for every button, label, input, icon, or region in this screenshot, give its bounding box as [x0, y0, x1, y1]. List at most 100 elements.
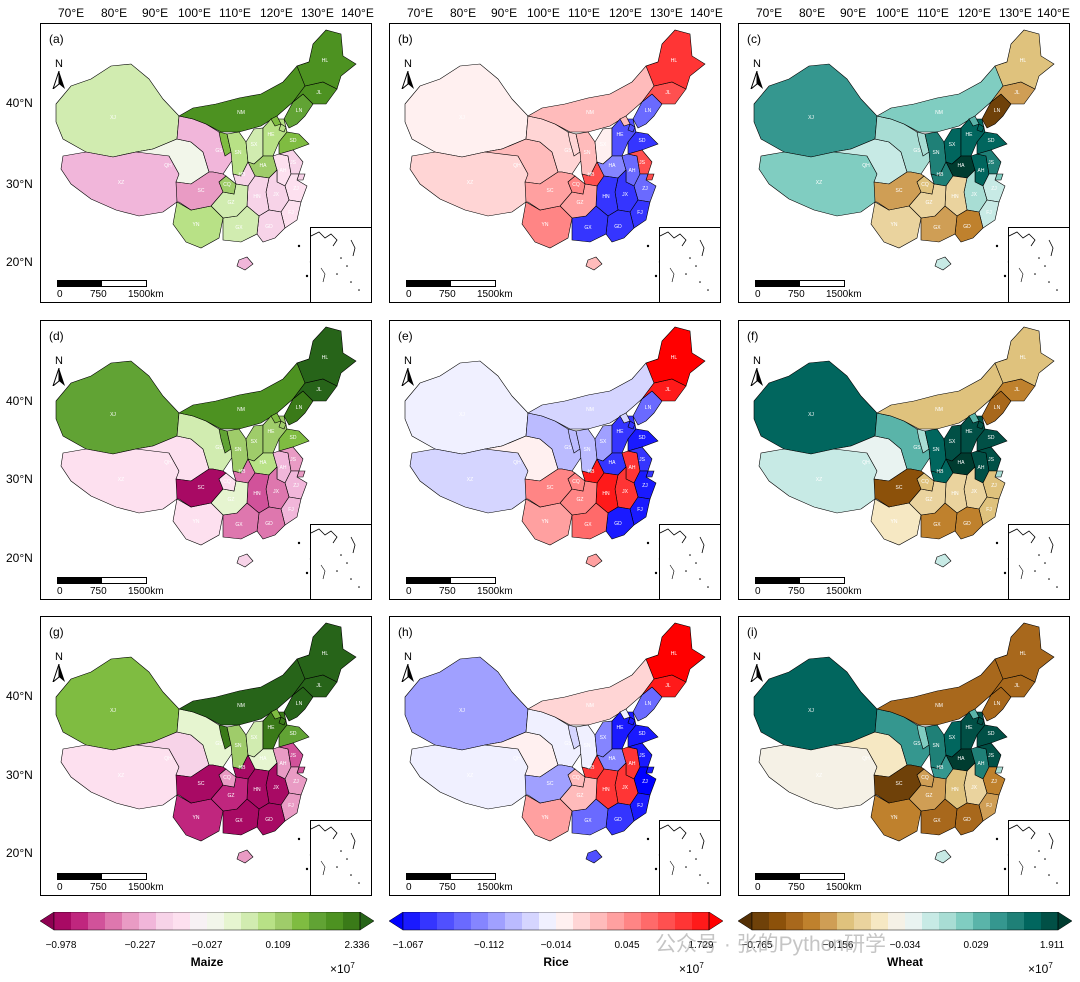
- province-xj: [753, 63, 878, 158]
- province-label: YN: [193, 519, 200, 525]
- province-label: JS: [988, 457, 995, 463]
- province-gd: [605, 802, 635, 836]
- province-hl: [296, 622, 357, 683]
- province-label: HL: [671, 58, 678, 64]
- colorbar-tick: −0.014: [540, 940, 572, 951]
- province-label: HB: [937, 469, 945, 475]
- province-label: XJ: [459, 412, 465, 418]
- lon-tick: 80°E: [799, 6, 826, 20]
- province-label: HA: [260, 460, 268, 466]
- province-label: JS: [639, 457, 646, 463]
- province-label: HL: [322, 355, 329, 361]
- south-china-sea-inset: [659, 227, 720, 302]
- province-label: SD: [639, 138, 646, 144]
- province-label: SD: [290, 138, 297, 144]
- province-label: SX: [251, 142, 258, 148]
- scale-bar: [406, 577, 496, 584]
- scale-bar-label: 0: [57, 289, 63, 300]
- colorbar-frame: [53, 912, 361, 931]
- panel-label: (i): [747, 625, 758, 639]
- province-label: HN: [602, 491, 610, 497]
- colorbar-swatch: [939, 912, 957, 930]
- province-label: HE: [268, 429, 276, 435]
- province-label: HB: [239, 469, 247, 475]
- province-cq: [218, 175, 237, 195]
- province-label: SX: [600, 735, 607, 741]
- colorbar-swatch: [973, 912, 991, 930]
- lon-tick: 110°E: [568, 6, 600, 20]
- colorbar-tick: −0.227: [124, 940, 156, 951]
- province-label: SC: [547, 188, 554, 194]
- province-label: GD: [265, 817, 273, 823]
- province-label: SC: [198, 781, 205, 787]
- province-label: CQ: [572, 775, 580, 781]
- province-label: SN: [933, 150, 940, 156]
- north-arrow-icon: N: [400, 58, 416, 89]
- map-panel-h: XJ XZ QH GS NM SN SX HE SD LN JL HL HA HB AH JS ZJ JX FJ HN…: [389, 616, 721, 896]
- north-arrow-icon: N: [749, 651, 765, 682]
- province-label: GX: [584, 225, 592, 231]
- island-dot: [1003, 867, 1007, 871]
- colorbar-tick: 1.911: [1039, 940, 1065, 951]
- province-label: NM: [237, 703, 245, 709]
- province-label: SC: [547, 781, 554, 787]
- province-gd: [954, 802, 984, 836]
- province-nx: [218, 428, 232, 454]
- province-hi: [585, 256, 603, 271]
- province-label: JL: [316, 90, 322, 96]
- province-label: LN: [296, 405, 303, 411]
- province-label: JL: [665, 683, 671, 689]
- province-label: HB: [239, 172, 247, 178]
- watermark: 公众号 · 张的Python研学: [655, 933, 887, 956]
- province-hi: [934, 849, 952, 864]
- province-label: GX: [235, 522, 243, 528]
- colorbar-swatch: [607, 912, 625, 930]
- province-label: HB: [588, 469, 596, 475]
- lon-tick: 100°E: [527, 6, 560, 20]
- colorbar-swatch: [641, 912, 659, 930]
- province-label: GS: [564, 741, 572, 747]
- scale-bar-label: 750: [788, 882, 805, 893]
- province-label: QH: [513, 460, 521, 466]
- province-label: JX: [273, 489, 280, 495]
- panel-label: (d): [49, 329, 64, 343]
- province-label: SD: [639, 731, 646, 737]
- province-label: HA: [260, 756, 268, 762]
- scale-bar-label: 0: [57, 882, 63, 893]
- scale-bar-label: 1500km: [826, 882, 862, 893]
- island-dot: [305, 867, 309, 871]
- province-label: GX: [933, 225, 941, 231]
- colorbar-rice: [389, 912, 723, 932]
- scale-bar-label: 1500km: [128, 289, 164, 300]
- colorbar-swatch: [139, 912, 157, 930]
- province-gd: [954, 209, 984, 243]
- province-label: SN: [584, 447, 591, 453]
- province-gd: [605, 209, 635, 243]
- province-hl: [296, 29, 357, 90]
- colorbar-swatch: [1024, 912, 1042, 930]
- province-label: ZJ: [642, 483, 648, 489]
- province-label: QH: [164, 460, 172, 466]
- province-label: JS: [639, 160, 646, 166]
- province-label: GX: [235, 818, 243, 824]
- province-cq: [916, 175, 935, 195]
- province-nx: [567, 724, 581, 750]
- province-label: ZJ: [293, 186, 299, 192]
- province-label: SC: [896, 188, 903, 194]
- island-dot: [297, 244, 301, 248]
- scale-bar-label: 1500km: [128, 882, 164, 893]
- province-label: SD: [290, 435, 297, 441]
- island-dot: [297, 837, 301, 841]
- colorbar-extend-high: [1057, 912, 1072, 931]
- colorbar-swatch: [343, 912, 361, 930]
- province-label: HN: [253, 787, 261, 793]
- scale-bar: [755, 280, 845, 287]
- province-tj: [976, 420, 985, 430]
- province-label: HN: [602, 194, 610, 200]
- province-label: GZ: [577, 497, 584, 503]
- province-label: ZJ: [293, 779, 299, 785]
- north-arrow-icon: N: [51, 58, 67, 89]
- lon-tick: 90°E: [840, 6, 867, 20]
